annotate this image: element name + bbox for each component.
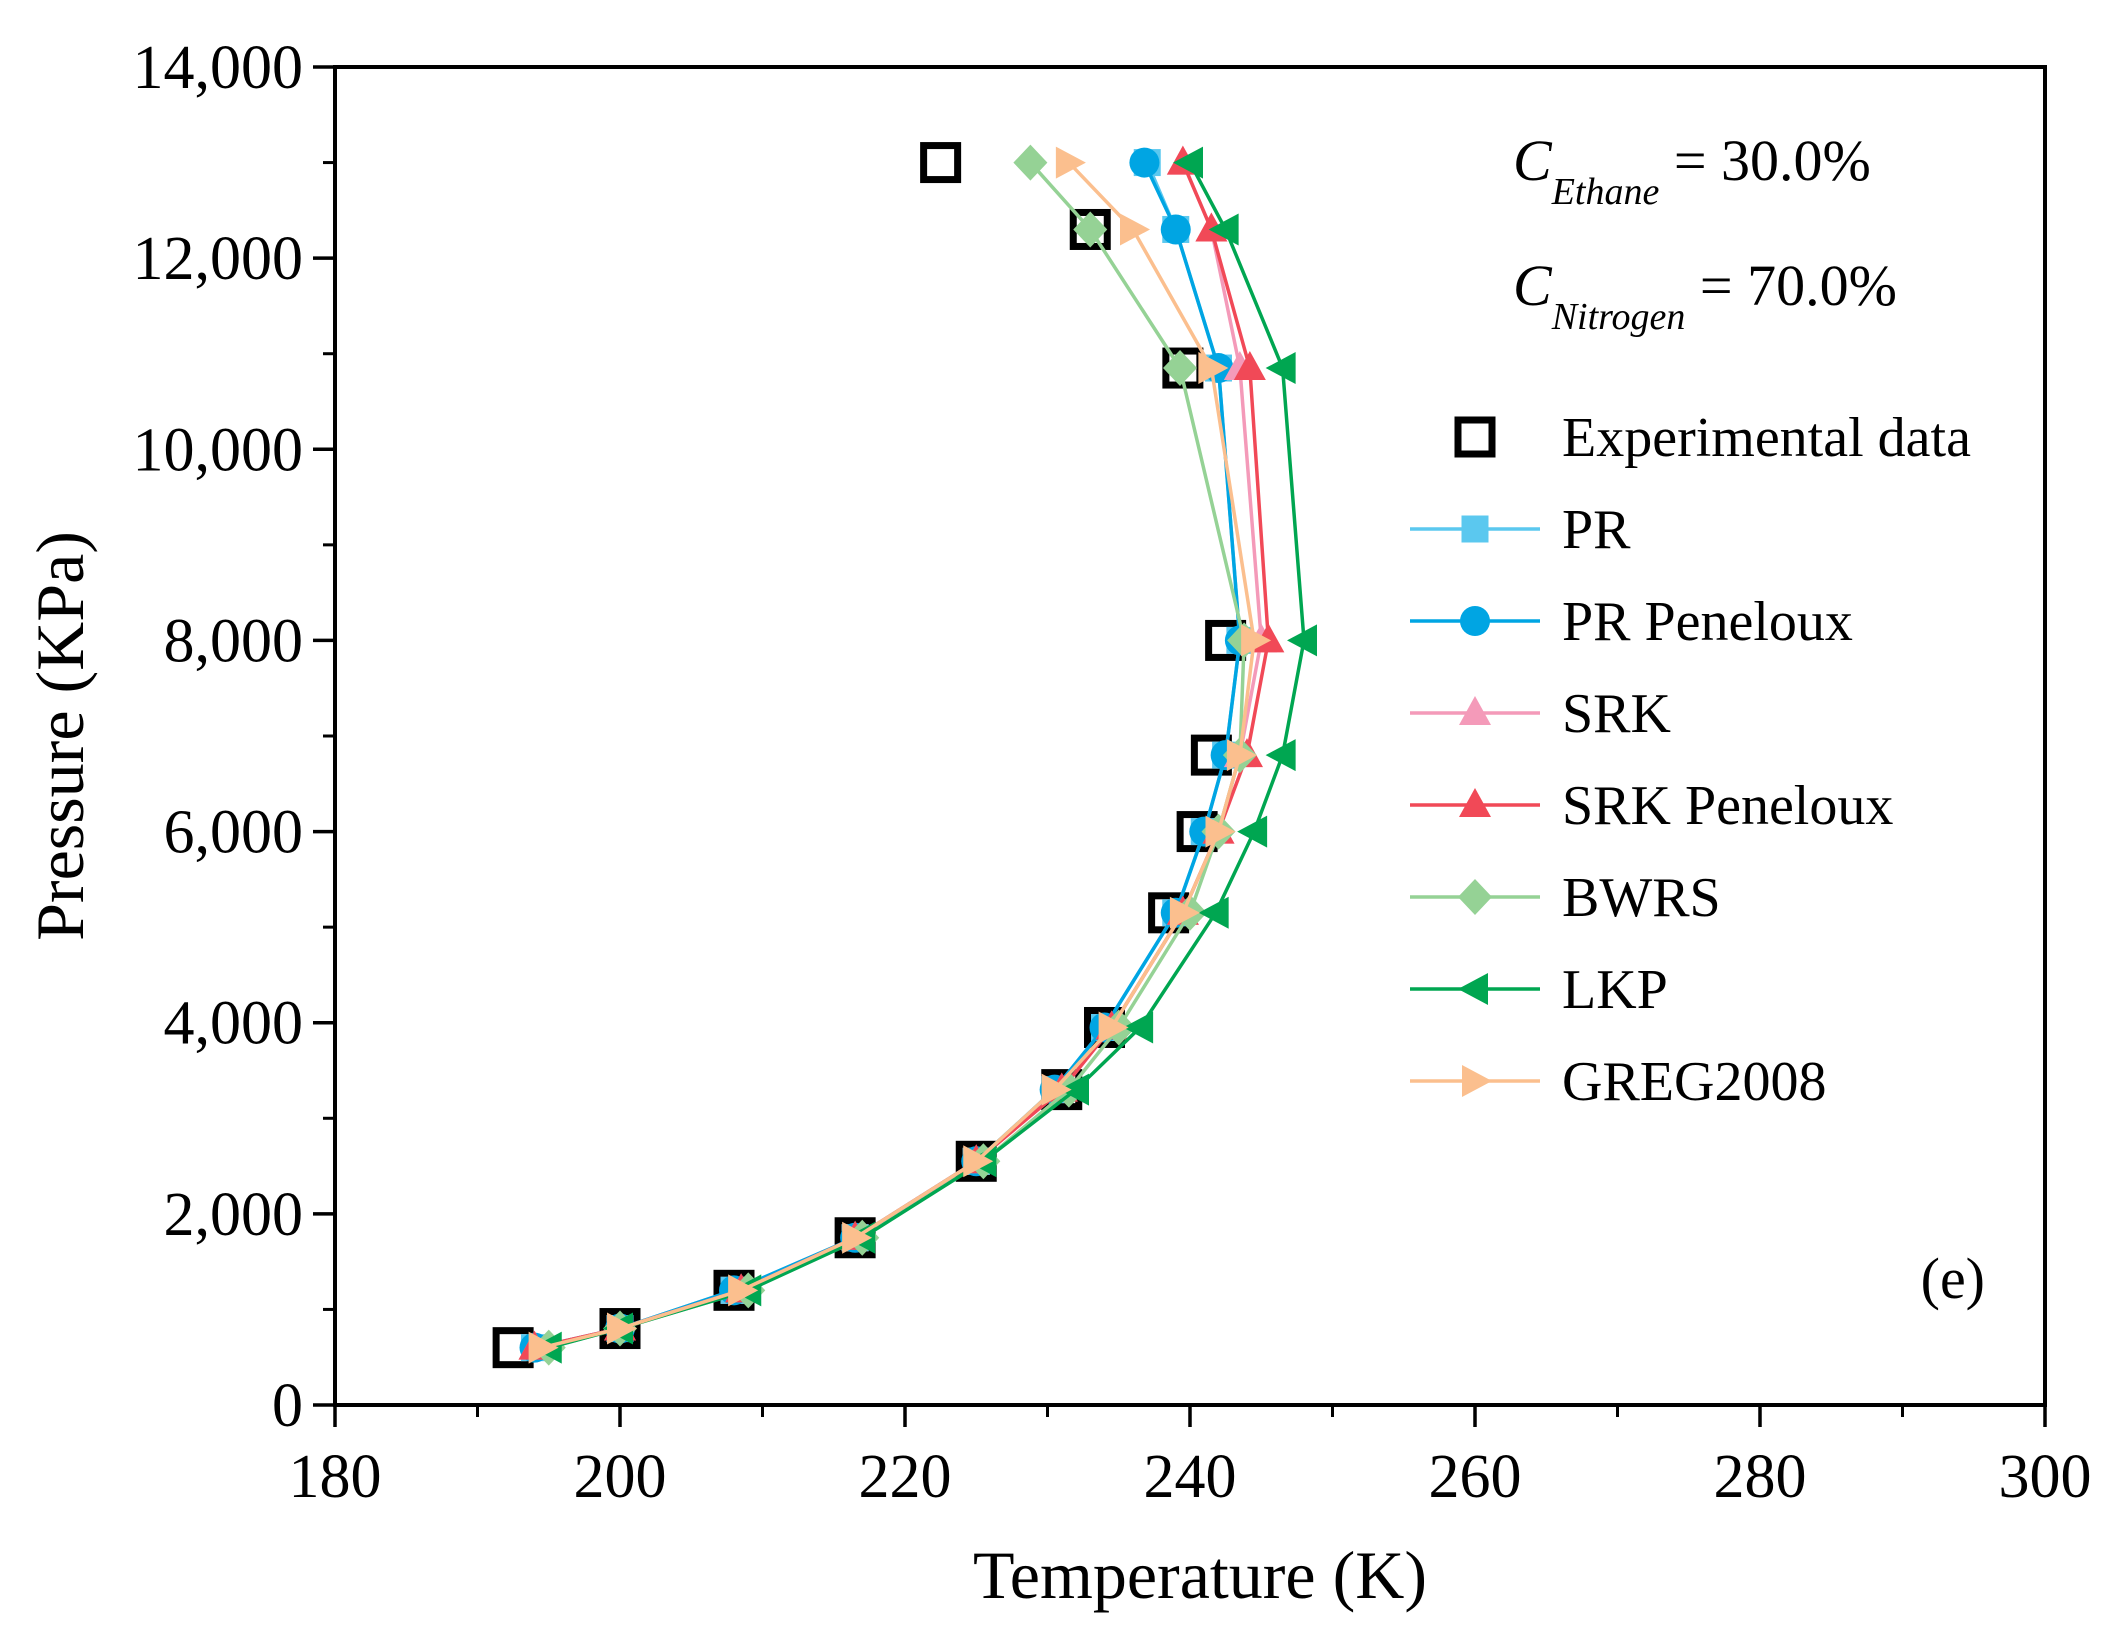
series-line-pr-peneloux: [534, 161, 1242, 1350]
legend-label: SRK: [1562, 683, 1671, 745]
series-line-greg2008: [541, 161, 1256, 1350]
legend-item-experimental-data: Experimental data: [1454, 407, 1971, 469]
x-tick-label: 240: [1144, 1443, 1237, 1511]
data-point-srk-peneloux: [1233, 351, 1266, 381]
legend-item-greg2008: GREG2008: [1410, 1051, 1826, 1113]
data-point-lkp: [1287, 624, 1317, 657]
data-point-lkp: [1123, 1011, 1154, 1044]
legend-label: GREG2008: [1562, 1051, 1826, 1113]
y-tick-label: 14,000: [133, 34, 304, 102]
y-tick-label: 12,000: [133, 225, 304, 293]
y-tick-label: 8,000: [164, 607, 304, 675]
series-line-srk: [534, 161, 1264, 1350]
series-line-bwrs: [548, 161, 1246, 1350]
series-line-srk-peneloux: [534, 161, 1271, 1350]
legend-item-srk-peneloux: SRK Peneloux: [1410, 775, 1893, 837]
data-point-greg2008: [1198, 352, 1229, 385]
series-bwrs: [531, 144, 1262, 1366]
series-greg2008: [528, 146, 1272, 1364]
axes-group: 180 200 220 240 260 280 300 0 2,000 4,000 6,000 8,0…: [22, 34, 2092, 1613]
legend-marker: [1458, 879, 1492, 915]
y-tick-label: 4,000: [164, 990, 304, 1058]
data-point-greg2008: [607, 1312, 637, 1345]
data-point-greg2008: [1055, 146, 1086, 179]
data-point-greg2008: [1226, 739, 1257, 772]
data-point-lkp: [1173, 146, 1203, 179]
panel-label: (e): [1921, 1246, 1985, 1311]
legend-label: PR Peneloux: [1562, 591, 1853, 653]
data-point-greg2008: [1120, 213, 1150, 246]
data-point-greg2008: [1041, 1073, 1072, 1106]
legend-marker: [1460, 606, 1490, 636]
legend-item-bwrs: BWRS: [1410, 867, 1721, 929]
legend-marker: [1462, 1065, 1492, 1097]
series-experimental-data: [492, 142, 1247, 1369]
data-point-lkp: [1265, 352, 1296, 385]
legend-label: LKP: [1562, 959, 1668, 1021]
data-point-greg2008: [528, 1331, 559, 1364]
data-point-bwrs: [1073, 211, 1108, 248]
x-tick-label: 220: [859, 1443, 952, 1511]
data-point-greg2008: [963, 1145, 994, 1178]
series-line-pr: [534, 161, 1242, 1350]
data-point-bwrs: [1013, 144, 1048, 181]
data-point-lkp: [1237, 815, 1268, 848]
data-point-greg2008: [1241, 624, 1272, 657]
data-point-greg2008: [1205, 815, 1236, 848]
x-tick-label: 200: [574, 1443, 667, 1511]
x-tick-label: 280: [1714, 1443, 1807, 1511]
y-axis-title: Pressure (KPa): [22, 531, 98, 941]
data-point-greg2008: [1169, 896, 1200, 929]
legend-item-lkp: LKP: [1410, 959, 1668, 1021]
data-point-lkp: [1198, 896, 1229, 929]
x-axis-title: Temperature (K): [973, 1537, 1427, 1613]
legend-marker: [1458, 973, 1488, 1005]
composition-annotation: CNitrogen = 70.0%: [1513, 253, 1897, 338]
legend-marker: [1459, 788, 1491, 817]
legend-label: PR: [1562, 499, 1631, 561]
data-point-greg2008: [842, 1221, 873, 1254]
y-tick-label: 2,000: [164, 1181, 304, 1249]
legend-marker: [1461, 515, 1489, 543]
annotations: CEthane = 30.0% CNitrogen = 70.0% (e): [1513, 128, 1985, 1311]
data-point-greg2008: [728, 1274, 759, 1307]
x-tick-label: 180: [289, 1443, 382, 1511]
y-tick-label: 6,000: [164, 799, 304, 867]
legend-label: SRK Peneloux: [1562, 775, 1893, 837]
series-pr-peneloux: [519, 147, 1255, 1363]
data-point-greg2008: [1098, 1011, 1129, 1044]
x-tick-label: 300: [1999, 1443, 2092, 1511]
series-group: [492, 142, 1317, 1369]
data-point-bwrs: [1163, 350, 1198, 387]
legend-label: BWRS: [1562, 867, 1721, 929]
legend-marker: [1454, 416, 1496, 458]
data-point-pr-peneloux: [1129, 147, 1160, 178]
legend-marker: [1459, 696, 1491, 725]
x-tick-label: 260: [1429, 1443, 1522, 1511]
legend-item-pr: PR: [1410, 499, 1631, 561]
series-srk: [518, 145, 1278, 1360]
data-point-pr-peneloux: [1160, 214, 1191, 245]
legend: Experimental data PR PR Peneloux SRK SRK Pen…: [1410, 407, 1971, 1113]
series-pr: [521, 149, 1254, 1362]
legend-item-srk: SRK: [1410, 683, 1671, 745]
y-tick-label: 10,000: [133, 416, 304, 484]
data-point-lkp: [1059, 1073, 1089, 1106]
legend-label: Experimental data: [1562, 407, 1971, 469]
composition-annotation: CEthane = 30.0%: [1513, 128, 1871, 213]
y-tick-label: 0: [272, 1372, 303, 1440]
legend-item-pr-peneloux: PR Peneloux: [1410, 591, 1853, 653]
series-line-lkp: [548, 161, 1306, 1350]
data-point-lkp: [1208, 213, 1239, 246]
series-srk-peneloux: [518, 145, 1285, 1360]
data-point-lkp: [1265, 739, 1296, 772]
data-point-experimental-data: [920, 142, 962, 184]
